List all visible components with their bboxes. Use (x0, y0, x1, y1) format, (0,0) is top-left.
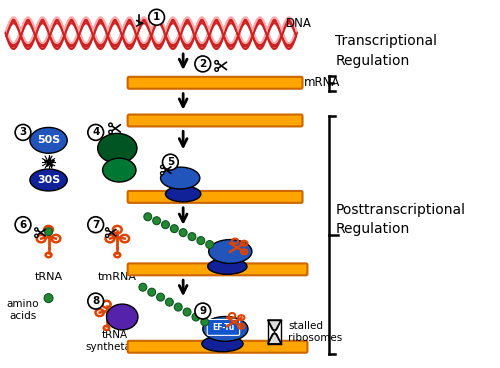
Polygon shape (268, 320, 281, 330)
Text: 8: 8 (92, 296, 100, 306)
Text: 3: 3 (20, 127, 26, 137)
Circle shape (144, 213, 152, 221)
Text: 30S: 30S (37, 175, 60, 185)
Circle shape (179, 229, 187, 237)
Text: EF-Tu: EF-Tu (212, 323, 234, 332)
Circle shape (160, 172, 164, 175)
Text: 1: 1 (153, 12, 160, 22)
Circle shape (215, 61, 218, 64)
Circle shape (215, 68, 218, 71)
Ellipse shape (106, 304, 138, 330)
Ellipse shape (202, 336, 243, 352)
Text: stalled
ribosomes: stalled ribosomes (288, 321, 343, 343)
Circle shape (15, 217, 31, 233)
Text: tmRNA: tmRNA (98, 272, 137, 282)
Circle shape (162, 221, 170, 229)
Circle shape (188, 233, 196, 241)
Circle shape (174, 303, 182, 311)
Circle shape (156, 293, 164, 301)
Circle shape (152, 217, 160, 225)
Circle shape (106, 234, 108, 237)
Ellipse shape (30, 169, 67, 191)
Circle shape (192, 313, 200, 321)
Circle shape (108, 130, 112, 134)
Circle shape (15, 124, 31, 140)
Circle shape (183, 308, 191, 316)
Circle shape (44, 228, 52, 236)
Text: 7: 7 (92, 220, 100, 230)
Text: Transcriptional
Regulation: Transcriptional Regulation (336, 34, 438, 68)
FancyBboxPatch shape (128, 191, 302, 203)
Text: 50S: 50S (37, 135, 60, 145)
Ellipse shape (30, 127, 67, 153)
Text: tRNA: tRNA (34, 272, 62, 282)
Text: tRNA
synthetase: tRNA synthetase (86, 330, 143, 351)
Circle shape (201, 318, 208, 326)
Ellipse shape (208, 240, 252, 263)
Text: amino
acids: amino acids (7, 299, 40, 321)
Circle shape (35, 228, 38, 231)
Ellipse shape (102, 158, 136, 182)
Circle shape (149, 9, 164, 25)
FancyBboxPatch shape (128, 77, 302, 89)
FancyBboxPatch shape (128, 263, 308, 275)
Text: mRNA: mRNA (304, 76, 341, 89)
Ellipse shape (98, 133, 137, 163)
Ellipse shape (208, 258, 247, 274)
Polygon shape (268, 334, 281, 344)
Text: 5: 5 (166, 157, 174, 167)
Ellipse shape (203, 316, 248, 341)
FancyBboxPatch shape (128, 341, 308, 353)
Circle shape (44, 294, 53, 302)
Circle shape (166, 298, 173, 306)
Circle shape (108, 123, 112, 127)
Text: 9: 9 (199, 306, 206, 316)
Circle shape (106, 228, 108, 231)
Circle shape (195, 56, 210, 72)
Circle shape (206, 241, 214, 248)
Circle shape (88, 217, 104, 233)
Circle shape (160, 165, 164, 169)
Text: DNA: DNA (286, 17, 312, 30)
Circle shape (35, 234, 38, 237)
Circle shape (197, 237, 205, 245)
Text: 4: 4 (92, 127, 100, 137)
Text: 6: 6 (20, 220, 26, 230)
Circle shape (88, 293, 104, 309)
Circle shape (162, 154, 178, 170)
Circle shape (195, 303, 210, 319)
Text: 2: 2 (199, 59, 206, 69)
Circle shape (148, 288, 156, 296)
FancyBboxPatch shape (207, 319, 240, 335)
Text: Posttranscriptional
Regulation: Posttranscriptional Regulation (336, 203, 466, 237)
Ellipse shape (166, 186, 201, 202)
Circle shape (139, 283, 147, 291)
Circle shape (170, 225, 178, 233)
Ellipse shape (160, 167, 200, 189)
Circle shape (88, 124, 104, 140)
FancyBboxPatch shape (128, 114, 302, 127)
